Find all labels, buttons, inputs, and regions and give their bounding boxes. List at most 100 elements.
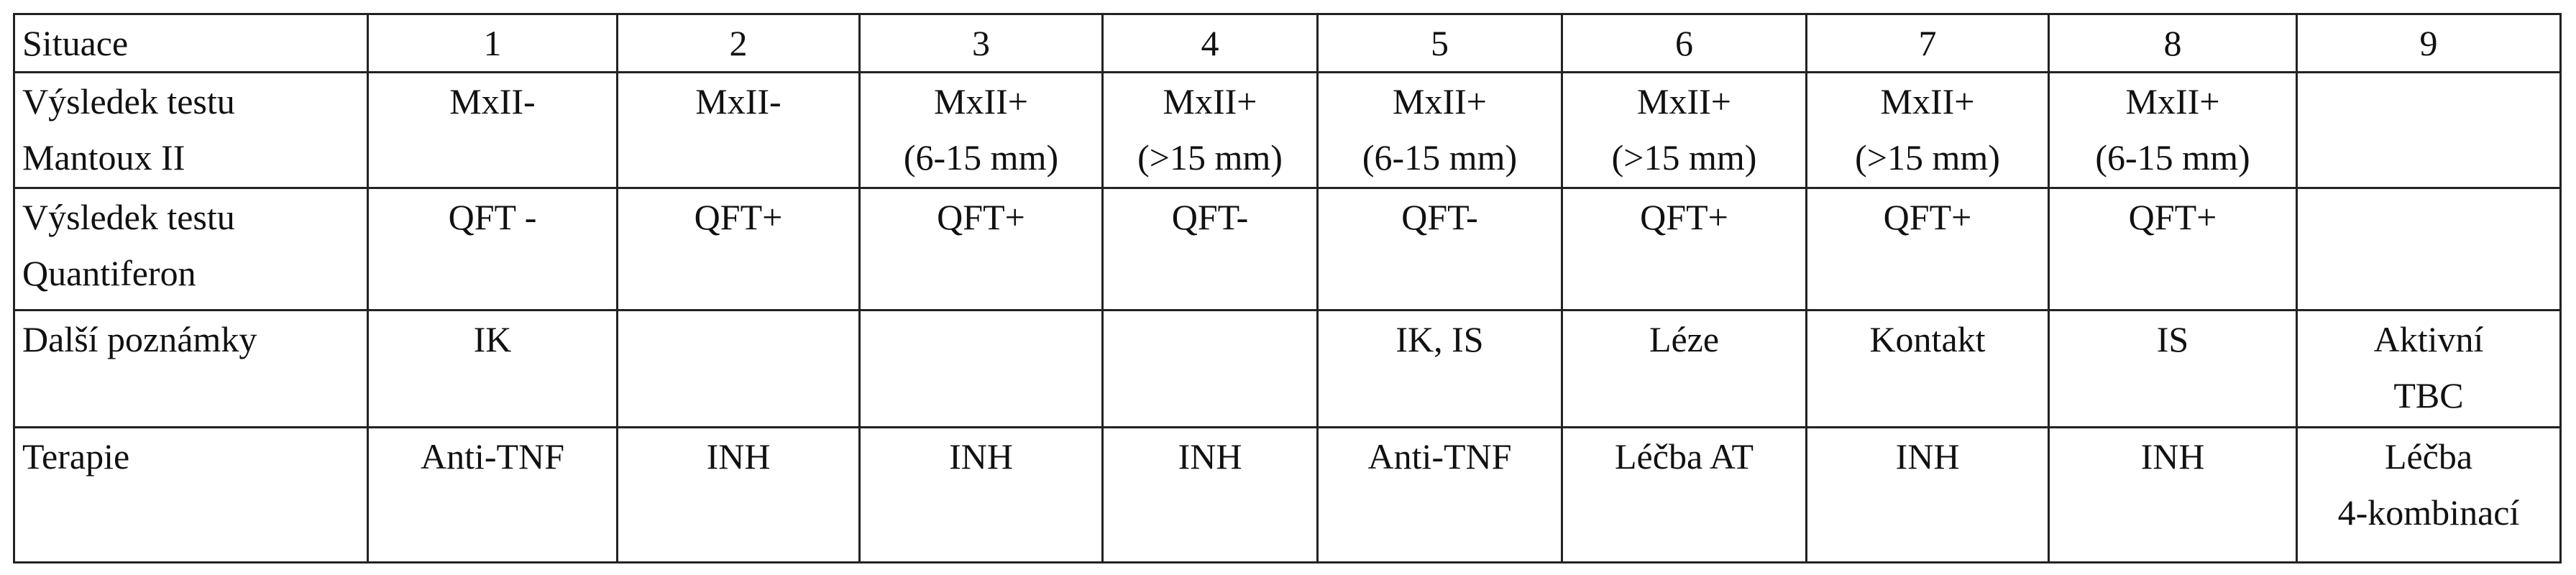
cell [1101,309,1319,428]
cell-text: QFT- [1171,197,1249,237]
cell-text: QFT+ [937,197,1025,237]
row: Terapie Anti-TNF INH INH INH Anti-TNF Léčba AT… [13,426,2562,564]
cell-text: INH [706,436,771,477]
header-cell: 1 [367,13,618,73]
row: Další poznámky IK IK, IS Léze Kontakt IS Aktiv… [13,309,2562,428]
header-text: 4 [1201,23,1219,63]
header-text: 2 [729,23,748,63]
cell: Anti-TNF [1316,426,1563,564]
cell: Kontakt [1805,309,2050,428]
cell-text: QFT+ [694,197,783,237]
cell-text: (>15 mm) [1137,137,1283,178]
cell: MxII- [616,71,861,189]
header-row: Situace 1 2 3 4 5 6 7 8 9 [13,13,2562,73]
cell: QFT+ [1561,187,1807,311]
cell: QFT - [367,187,618,311]
cell [2296,71,2562,189]
cell-text: TBC [2393,375,2464,415]
header-text: 3 [972,23,990,63]
cell: Další poznámky [13,309,369,428]
cell: MxII+ (>15 mm) [1805,71,2050,189]
cell-text: MxII+ [2125,81,2220,121]
cell-text: QFT- [1401,197,1478,237]
cell: INH [1101,426,1319,564]
cell: IK, IS [1316,309,1563,428]
row: Výsledek testu Quantiferon QFT - QFT+ QFT+ QF… [13,187,2562,311]
cell-text: Léčba [2384,436,2473,477]
cell-text: (>15 mm) [1611,137,1757,178]
cell-text: 4-kombinací [2337,492,2520,533]
cell: QFT+ [616,187,861,311]
cell-text: QFT - [448,197,537,237]
table: Situace 1 2 3 4 5 6 7 8 9 Výsledek testu Mantoux II… [13,13,2562,564]
cell-text: QFT+ [1883,197,1972,237]
cell-text: (>15 mm) [1855,137,2000,178]
cell: MxII+ (>15 mm) [1561,71,1807,189]
cell-text: MxII+ [1880,81,1975,121]
cell: INH [858,426,1104,564]
cell: MxII+ (6-15 mm) [1316,71,1563,189]
cell: MxII+ (6-15 mm) [858,71,1104,189]
header-cell: 9 [2296,13,2562,73]
cell-text: Další poznámky [22,319,257,359]
header-text: 6 [1675,23,1693,63]
cell-text: INH [1178,436,1242,477]
cell: Léčba 4-kombinací [2296,426,2562,564]
cell: Léze [1561,309,1807,428]
cell-text: QFT+ [2128,197,2217,237]
cell-text: IK, IS [1395,319,1484,359]
cell-text: IK [473,319,512,359]
cell-text: QFT+ [1640,197,1728,237]
cell-text: (6-15 mm) [903,137,1059,178]
cell-text: Léze [1649,319,1720,359]
cell-text: MxII+ [1163,81,1257,121]
cell: QFT+ [2048,187,2298,311]
header-cell: 6 [1561,13,1807,73]
cell: MxII- [367,71,618,189]
cell-text: Mantoux II [22,137,185,178]
cell-text: MxII+ [1637,81,1731,121]
cell: Léčba AT [1561,426,1807,564]
header-text: Situace [22,23,129,63]
cell: MxII+ (6-15 mm) [2048,71,2298,189]
cell-text: INH [2140,436,2205,477]
cell [2296,187,2562,311]
header-text: 7 [1918,23,1937,63]
cell-text: Anti-TNF [421,436,564,477]
cell: QFT- [1101,187,1319,311]
cell-text: Kontakt [1869,319,1986,359]
cell-text: (6-15 mm) [1362,137,1518,178]
cell: QFT+ [1805,187,2050,311]
cell-text: Anti-TNF [1367,436,1512,477]
cell: Anti-TNF [367,426,618,564]
cell-text: Výsledek testu [22,197,235,237]
cell: Výsledek testu Mantoux II [13,71,369,189]
header-cell: 4 [1101,13,1319,73]
header-cell: 3 [858,13,1104,73]
cell: IK [367,309,618,428]
row: Výsledek testu Mantoux II MxII- MxII- MxII+ (… [13,71,2562,189]
cell-text: INH [949,436,1013,477]
cell-text: Výsledek testu [22,81,235,121]
cell: QFT+ [858,187,1104,311]
cell: IS [2048,309,2298,428]
cell [858,309,1104,428]
header-text: 5 [1431,23,1449,63]
cell-text: MxII+ [1393,81,1487,121]
cell-text: Quantiferon [22,253,196,293]
header-cell: 2 [616,13,861,73]
cell-text: IS [2156,319,2189,359]
header-cell: 5 [1316,13,1563,73]
cell-text: (6-15 mm) [2095,137,2250,178]
cell: MxII+ (>15 mm) [1101,71,1319,189]
cell: INH [2048,426,2298,564]
cell-text: MxII- [449,81,536,121]
cell-text: MxII+ [934,81,1028,121]
header-cell: Situace [13,13,369,73]
cell: QFT- [1316,187,1563,311]
header-text: 8 [2163,23,2182,63]
header-text: 9 [2419,23,2438,63]
cell: INH [1805,426,2050,564]
cell: Aktivní TBC [2296,309,2562,428]
